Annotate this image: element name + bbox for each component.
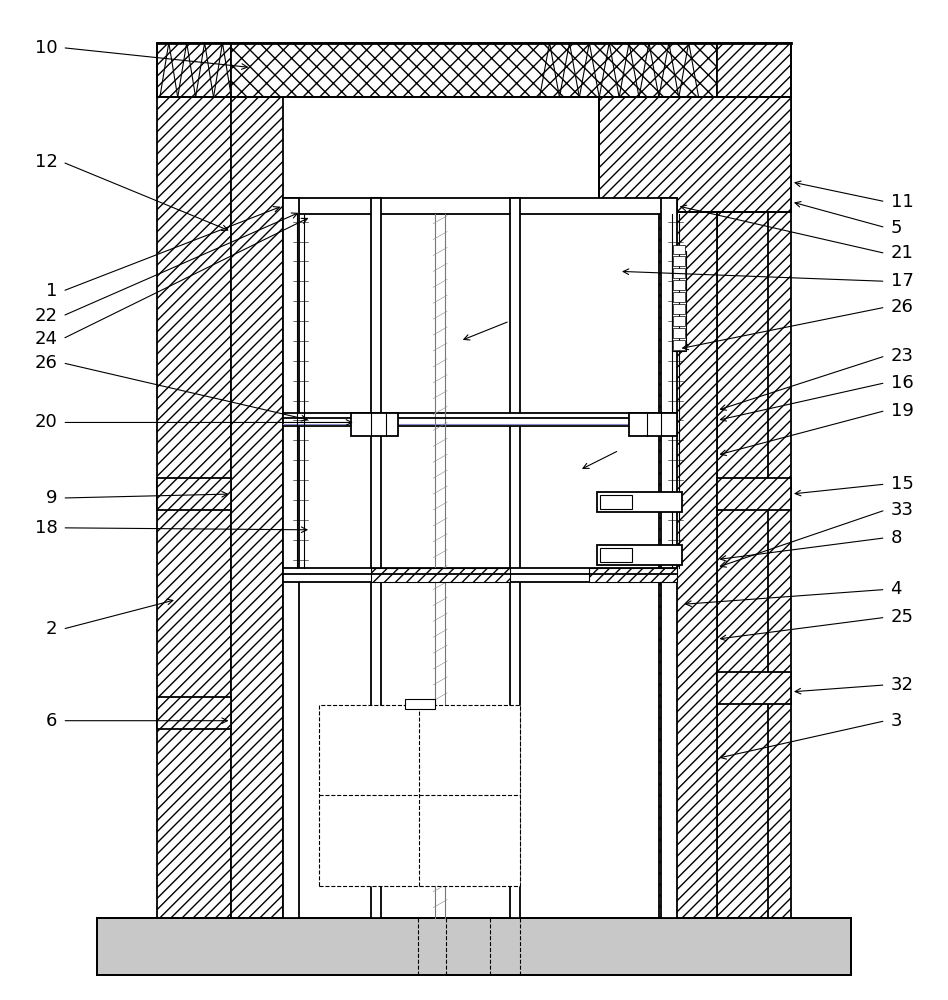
Text: 18: 18 <box>35 519 58 537</box>
Bar <box>590 568 677 582</box>
Bar <box>283 568 677 582</box>
Text: 16: 16 <box>890 374 913 392</box>
Text: 10: 10 <box>35 39 58 57</box>
Bar <box>597 545 682 565</box>
Bar <box>673 256 684 266</box>
Text: 4: 4 <box>890 580 902 598</box>
Text: 3: 3 <box>890 712 902 730</box>
Bar <box>371 198 380 918</box>
Bar <box>156 478 231 510</box>
Bar <box>231 43 717 97</box>
Text: 5: 5 <box>890 219 902 237</box>
Bar <box>629 413 677 436</box>
Bar <box>717 478 792 510</box>
Bar <box>98 918 850 975</box>
Text: 15: 15 <box>890 475 914 493</box>
Bar <box>673 316 684 326</box>
Bar <box>673 328 684 338</box>
Bar <box>673 304 684 314</box>
Bar <box>673 280 684 290</box>
Text: 26: 26 <box>34 354 58 372</box>
Bar <box>156 43 231 97</box>
Text: 12: 12 <box>34 153 58 171</box>
Text: 23: 23 <box>890 347 914 365</box>
Bar <box>406 699 435 709</box>
Bar <box>319 705 520 886</box>
Text: 26: 26 <box>890 298 914 316</box>
Bar <box>600 548 632 562</box>
Text: 33: 33 <box>890 501 914 519</box>
Bar <box>351 413 398 436</box>
Bar <box>717 97 768 918</box>
Text: 17: 17 <box>890 272 914 290</box>
Text: 1: 1 <box>46 282 58 300</box>
Bar <box>672 251 685 351</box>
Bar <box>673 292 684 302</box>
Bar <box>231 97 283 918</box>
Text: 21: 21 <box>890 244 914 262</box>
Text: 32: 32 <box>890 676 914 694</box>
Text: 11: 11 <box>890 193 913 211</box>
Bar <box>717 97 792 918</box>
Text: 22: 22 <box>34 307 58 325</box>
Text: 9: 9 <box>46 489 58 507</box>
Bar <box>659 97 717 918</box>
Text: 8: 8 <box>890 529 902 547</box>
Bar <box>599 97 792 212</box>
Bar <box>283 198 677 214</box>
Text: 2: 2 <box>46 620 58 638</box>
Bar <box>673 245 684 254</box>
Bar <box>661 198 677 918</box>
Bar <box>156 97 231 918</box>
Bar <box>283 413 677 426</box>
Text: 20: 20 <box>35 413 58 431</box>
Text: 19: 19 <box>890 402 914 420</box>
Bar <box>717 43 792 97</box>
Bar <box>371 568 510 582</box>
Bar <box>597 492 682 512</box>
Text: 6: 6 <box>46 712 58 730</box>
Bar <box>156 697 231 729</box>
Text: 25: 25 <box>890 608 914 626</box>
Bar <box>717 672 792 704</box>
Bar <box>510 198 520 918</box>
Bar <box>600 495 632 509</box>
Bar <box>673 340 684 350</box>
Bar <box>283 198 299 918</box>
Text: 24: 24 <box>34 330 58 348</box>
Bar <box>673 268 684 278</box>
